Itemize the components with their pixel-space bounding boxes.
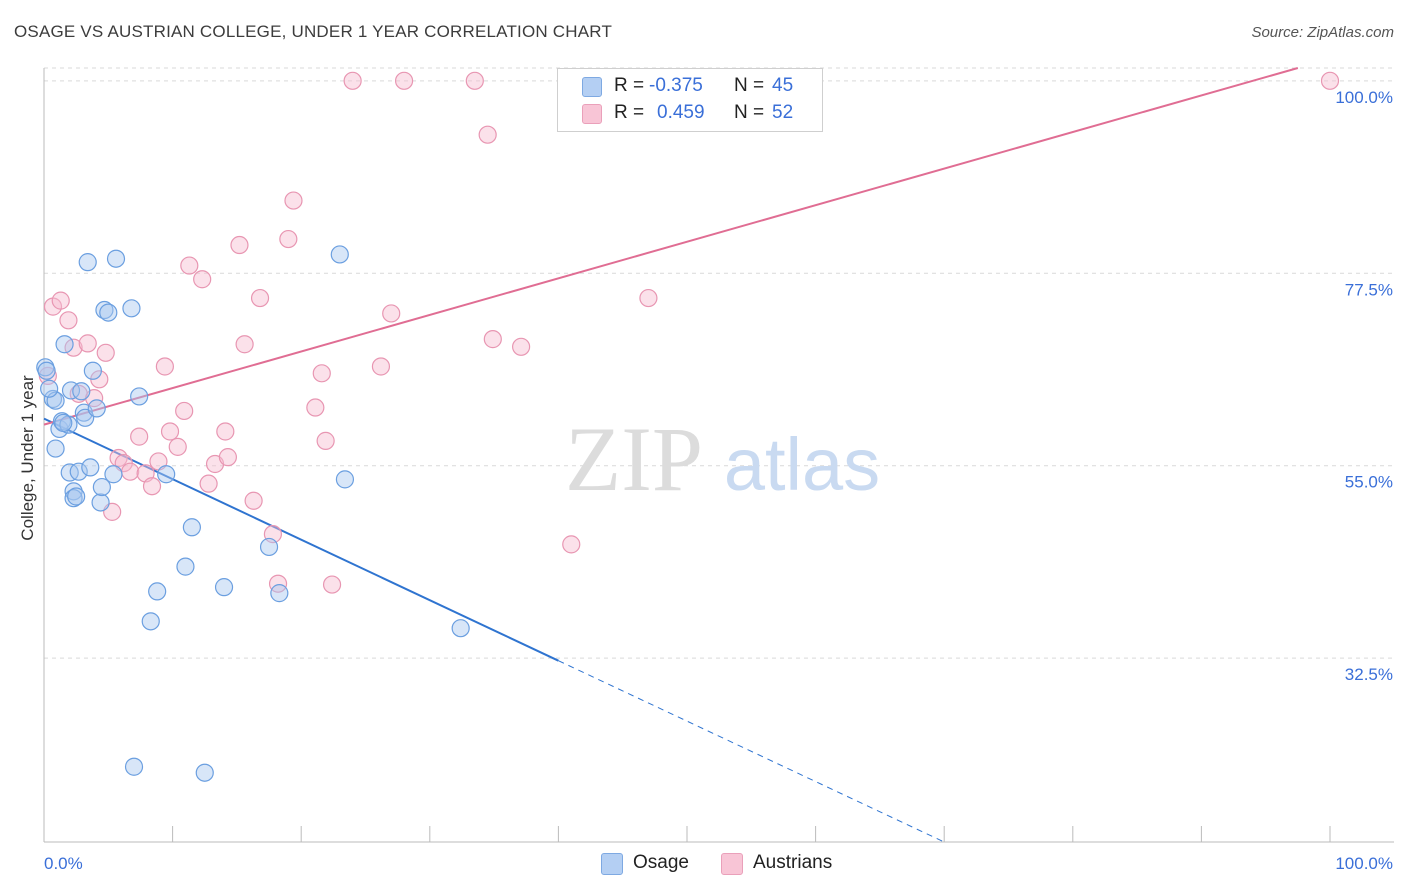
osage-point xyxy=(84,362,101,379)
austrians-point xyxy=(1322,72,1339,89)
osage-point xyxy=(55,414,72,431)
osage-point xyxy=(73,383,90,400)
austrians-point xyxy=(317,432,334,449)
austrians-point xyxy=(60,312,77,329)
austrians-point xyxy=(563,536,580,553)
austrians-point xyxy=(484,331,501,348)
austrians-point xyxy=(52,292,69,309)
gridlines xyxy=(44,68,1394,658)
austrians-point xyxy=(131,428,148,445)
osage-point xyxy=(158,466,175,483)
osage-n-value: 45 xyxy=(772,75,793,97)
watermark-zip: ZIP xyxy=(565,408,703,510)
y-tick-label: 55.0% xyxy=(1345,473,1393,492)
osage-r-label: R = xyxy=(614,75,644,97)
osage-point xyxy=(336,471,353,488)
osage-point xyxy=(38,362,55,379)
osage-trend-extension xyxy=(558,661,944,842)
osage-n-label: N = xyxy=(734,75,764,97)
bottom-austrians-swatch xyxy=(721,853,743,875)
austrians-n-label: N = xyxy=(734,102,764,124)
austrians-point xyxy=(97,344,114,361)
austrians-point xyxy=(181,257,198,274)
austrians-point xyxy=(200,475,217,492)
y-tick-label: 77.5% xyxy=(1345,280,1393,299)
austrians-point xyxy=(479,126,496,143)
austrians-point xyxy=(144,478,161,495)
austrians-point xyxy=(372,358,389,375)
austrians-point xyxy=(217,423,234,440)
austrians-point xyxy=(79,335,96,352)
austrians-point xyxy=(245,492,262,509)
austrians-point xyxy=(396,72,413,89)
bottom-osage-swatch xyxy=(601,853,623,875)
austrians-point xyxy=(513,338,530,355)
osage-point xyxy=(41,380,58,397)
osage-point xyxy=(216,579,233,596)
y-tick-label: 100.0% xyxy=(1335,88,1393,107)
osage-point xyxy=(47,440,64,457)
austrians-point xyxy=(236,336,253,353)
osage-swatch xyxy=(582,77,602,97)
osage-point xyxy=(142,613,159,630)
osage-point xyxy=(82,459,99,476)
austrians-point xyxy=(466,72,483,89)
osage-point xyxy=(100,304,117,321)
y-axis-label: College, Under 1 year xyxy=(18,375,38,540)
osage-r-value: -0.375 xyxy=(649,75,703,97)
x-tick-label-min: 0.0% xyxy=(44,854,83,873)
austrians-point xyxy=(156,358,173,375)
austrians-point xyxy=(122,463,139,480)
osage-point xyxy=(68,488,85,505)
austrians-point xyxy=(285,192,302,209)
scatter-chart: ZIP atlas 32.5% 55.0% 77.5% 100.0% 0.0% 100.0… xyxy=(0,0,1406,892)
austrians-point xyxy=(307,399,324,416)
osage-point xyxy=(331,246,348,263)
osage-point xyxy=(177,558,194,575)
austrians-r-value: 0.459 xyxy=(657,102,705,124)
osage-point xyxy=(183,519,200,536)
austrians-point xyxy=(176,402,193,419)
osage-point xyxy=(123,300,140,317)
osage-point xyxy=(149,583,166,600)
austrians-point xyxy=(280,231,297,248)
austrians-point xyxy=(313,365,330,382)
austrians-point xyxy=(640,290,657,307)
bottom-osage-label: Osage xyxy=(633,852,689,874)
axes xyxy=(44,68,1394,842)
austrians-point xyxy=(219,449,236,466)
bottom-austrians-label: Austrians xyxy=(753,852,832,874)
x-tick-label-max: 100.0% xyxy=(1335,854,1393,873)
osage-point xyxy=(105,466,122,483)
watermark: ZIP atlas xyxy=(565,408,880,510)
osage-point xyxy=(92,494,109,511)
osage-point xyxy=(271,585,288,602)
austrians-n-value: 52 xyxy=(772,102,793,124)
austrians-swatch xyxy=(582,104,602,124)
austrians-point xyxy=(194,271,211,288)
osage-point xyxy=(196,764,213,781)
osage-point xyxy=(452,620,469,637)
osage-point xyxy=(261,538,278,555)
austrians-point xyxy=(383,305,400,322)
austrians-point xyxy=(162,423,179,440)
tick-labels: 32.5% 55.0% 77.5% 100.0% 0.0% 100.0% xyxy=(44,88,1393,873)
austrians-point xyxy=(252,290,269,307)
osage-point xyxy=(131,388,148,405)
watermark-atlas: atlas xyxy=(724,423,880,506)
austrians-point xyxy=(169,438,186,455)
osage-point xyxy=(88,400,105,417)
austrians-point xyxy=(231,237,248,254)
correlation-legend: R = -0.375 N = 45 R = 0.459 N = 52 xyxy=(557,68,823,132)
osage-point xyxy=(126,758,143,775)
austrians-r-label: R = xyxy=(614,102,644,124)
austrians-point xyxy=(344,72,361,89)
osage-point xyxy=(56,336,73,353)
austrians-point xyxy=(324,576,341,593)
osage-point xyxy=(79,254,96,271)
y-tick-label: 32.5% xyxy=(1345,665,1393,684)
osage-point xyxy=(108,250,125,267)
